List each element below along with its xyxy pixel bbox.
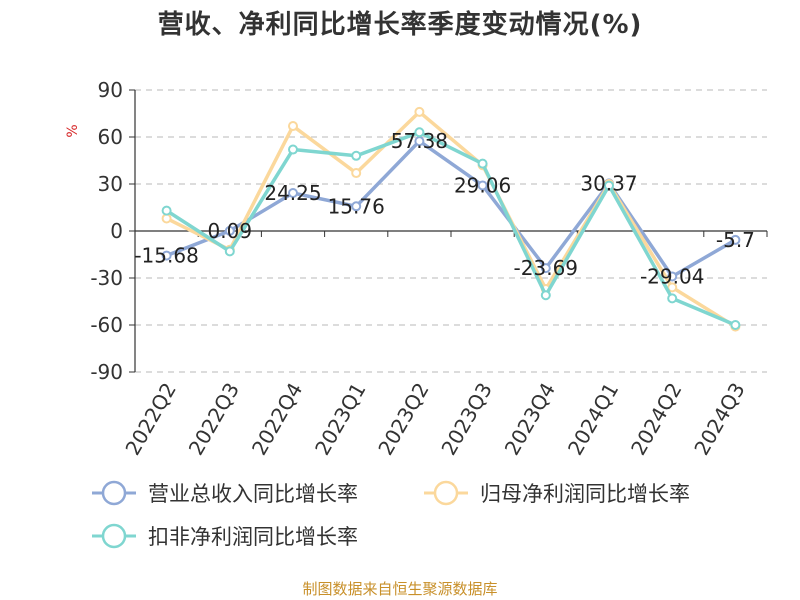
data-label: -15.68	[134, 244, 198, 268]
data-point	[477, 158, 488, 169]
data-point	[540, 290, 551, 301]
data-label: 30.37	[580, 171, 637, 195]
data-label: -29.04	[640, 264, 704, 288]
series-line	[165, 139, 737, 279]
legend-swatch-marker	[101, 480, 127, 506]
data-label: 24.25	[264, 181, 321, 205]
y-tick-label: 90	[98, 78, 123, 102]
data-label: 15.76	[328, 194, 385, 218]
series-line	[165, 110, 737, 329]
x-tick-label: 2024Q3	[689, 379, 749, 460]
y-tick-label: 60	[98, 125, 123, 149]
data-point	[667, 293, 678, 304]
data-point	[604, 180, 614, 191]
chart-title: 营收、净利同比增长率季度变动情况(%)	[157, 10, 643, 40]
x-tick-label: 2023Q1	[310, 379, 370, 460]
legend-label: 营业总收入同比增长率	[148, 482, 358, 506]
x-tick-labels: 2022Q2 2022Q3 2022Q4 2023Q1 2023Q2 2023Q3 2023…	[120, 379, 749, 460]
data-point	[667, 271, 678, 282]
data-point	[288, 144, 298, 155]
x-tick-label: 2023Q2	[373, 379, 433, 460]
data-point	[477, 180, 488, 191]
data-point	[414, 106, 425, 117]
data-label: -23.69	[514, 256, 578, 280]
data-point	[224, 225, 235, 236]
source-note: 制图数据来自恒生聚源数据库	[302, 580, 498, 598]
y-tick-label: 0	[110, 219, 123, 243]
data-point	[288, 121, 298, 132]
x-tick-label: 2023Q4	[500, 379, 560, 460]
series-line	[165, 130, 737, 327]
x-tick-label: 2022Q3	[184, 379, 244, 460]
x-tick-label: 2024Q1	[563, 379, 623, 460]
data-point	[351, 150, 362, 161]
data-point	[288, 188, 298, 199]
y-tick-label: -90	[90, 360, 123, 384]
legend-item: 归母净利润同比增长率	[424, 480, 690, 506]
data-point	[351, 201, 362, 212]
data-label: 29.06	[454, 173, 511, 197]
x-tick-label: 2022Q2	[120, 379, 180, 460]
data-point	[161, 250, 172, 261]
data-point	[351, 168, 362, 179]
data-point	[540, 263, 551, 274]
legend-item: 营业总收入同比增长率	[92, 480, 358, 506]
legend-swatch-marker	[433, 480, 459, 506]
series-group	[161, 106, 741, 332]
data-point	[224, 246, 235, 257]
y-tick-label: -30	[90, 266, 123, 290]
y-tick-label: -60	[90, 313, 123, 337]
legend-label: 扣非净利润同比增长率	[148, 525, 358, 549]
x-tick-label: 2024Q2	[626, 379, 686, 460]
data-label: -5.7	[716, 228, 755, 252]
data-point	[730, 234, 741, 245]
data-point	[161, 205, 172, 216]
x-tick-label: 2022Q4	[247, 379, 307, 460]
data-point	[161, 213, 172, 224]
data-label: 57.38	[391, 129, 448, 153]
data-point	[730, 320, 741, 330]
data-point	[414, 127, 425, 138]
data-label: 0.09	[208, 219, 253, 243]
y-tick-label: 30	[98, 172, 123, 196]
y-tick-labels: 90 60 30 0 -30 -60 -90	[90, 78, 123, 384]
legend-label: 归母净利润同比增长率	[480, 482, 690, 506]
legend-item: 扣非净利润同比增长率	[92, 523, 358, 549]
y-axis-unit: %	[65, 124, 81, 137]
x-tick-label: 2023Q3	[436, 379, 496, 460]
legend-swatch-marker	[101, 523, 127, 549]
data-point	[667, 282, 678, 293]
